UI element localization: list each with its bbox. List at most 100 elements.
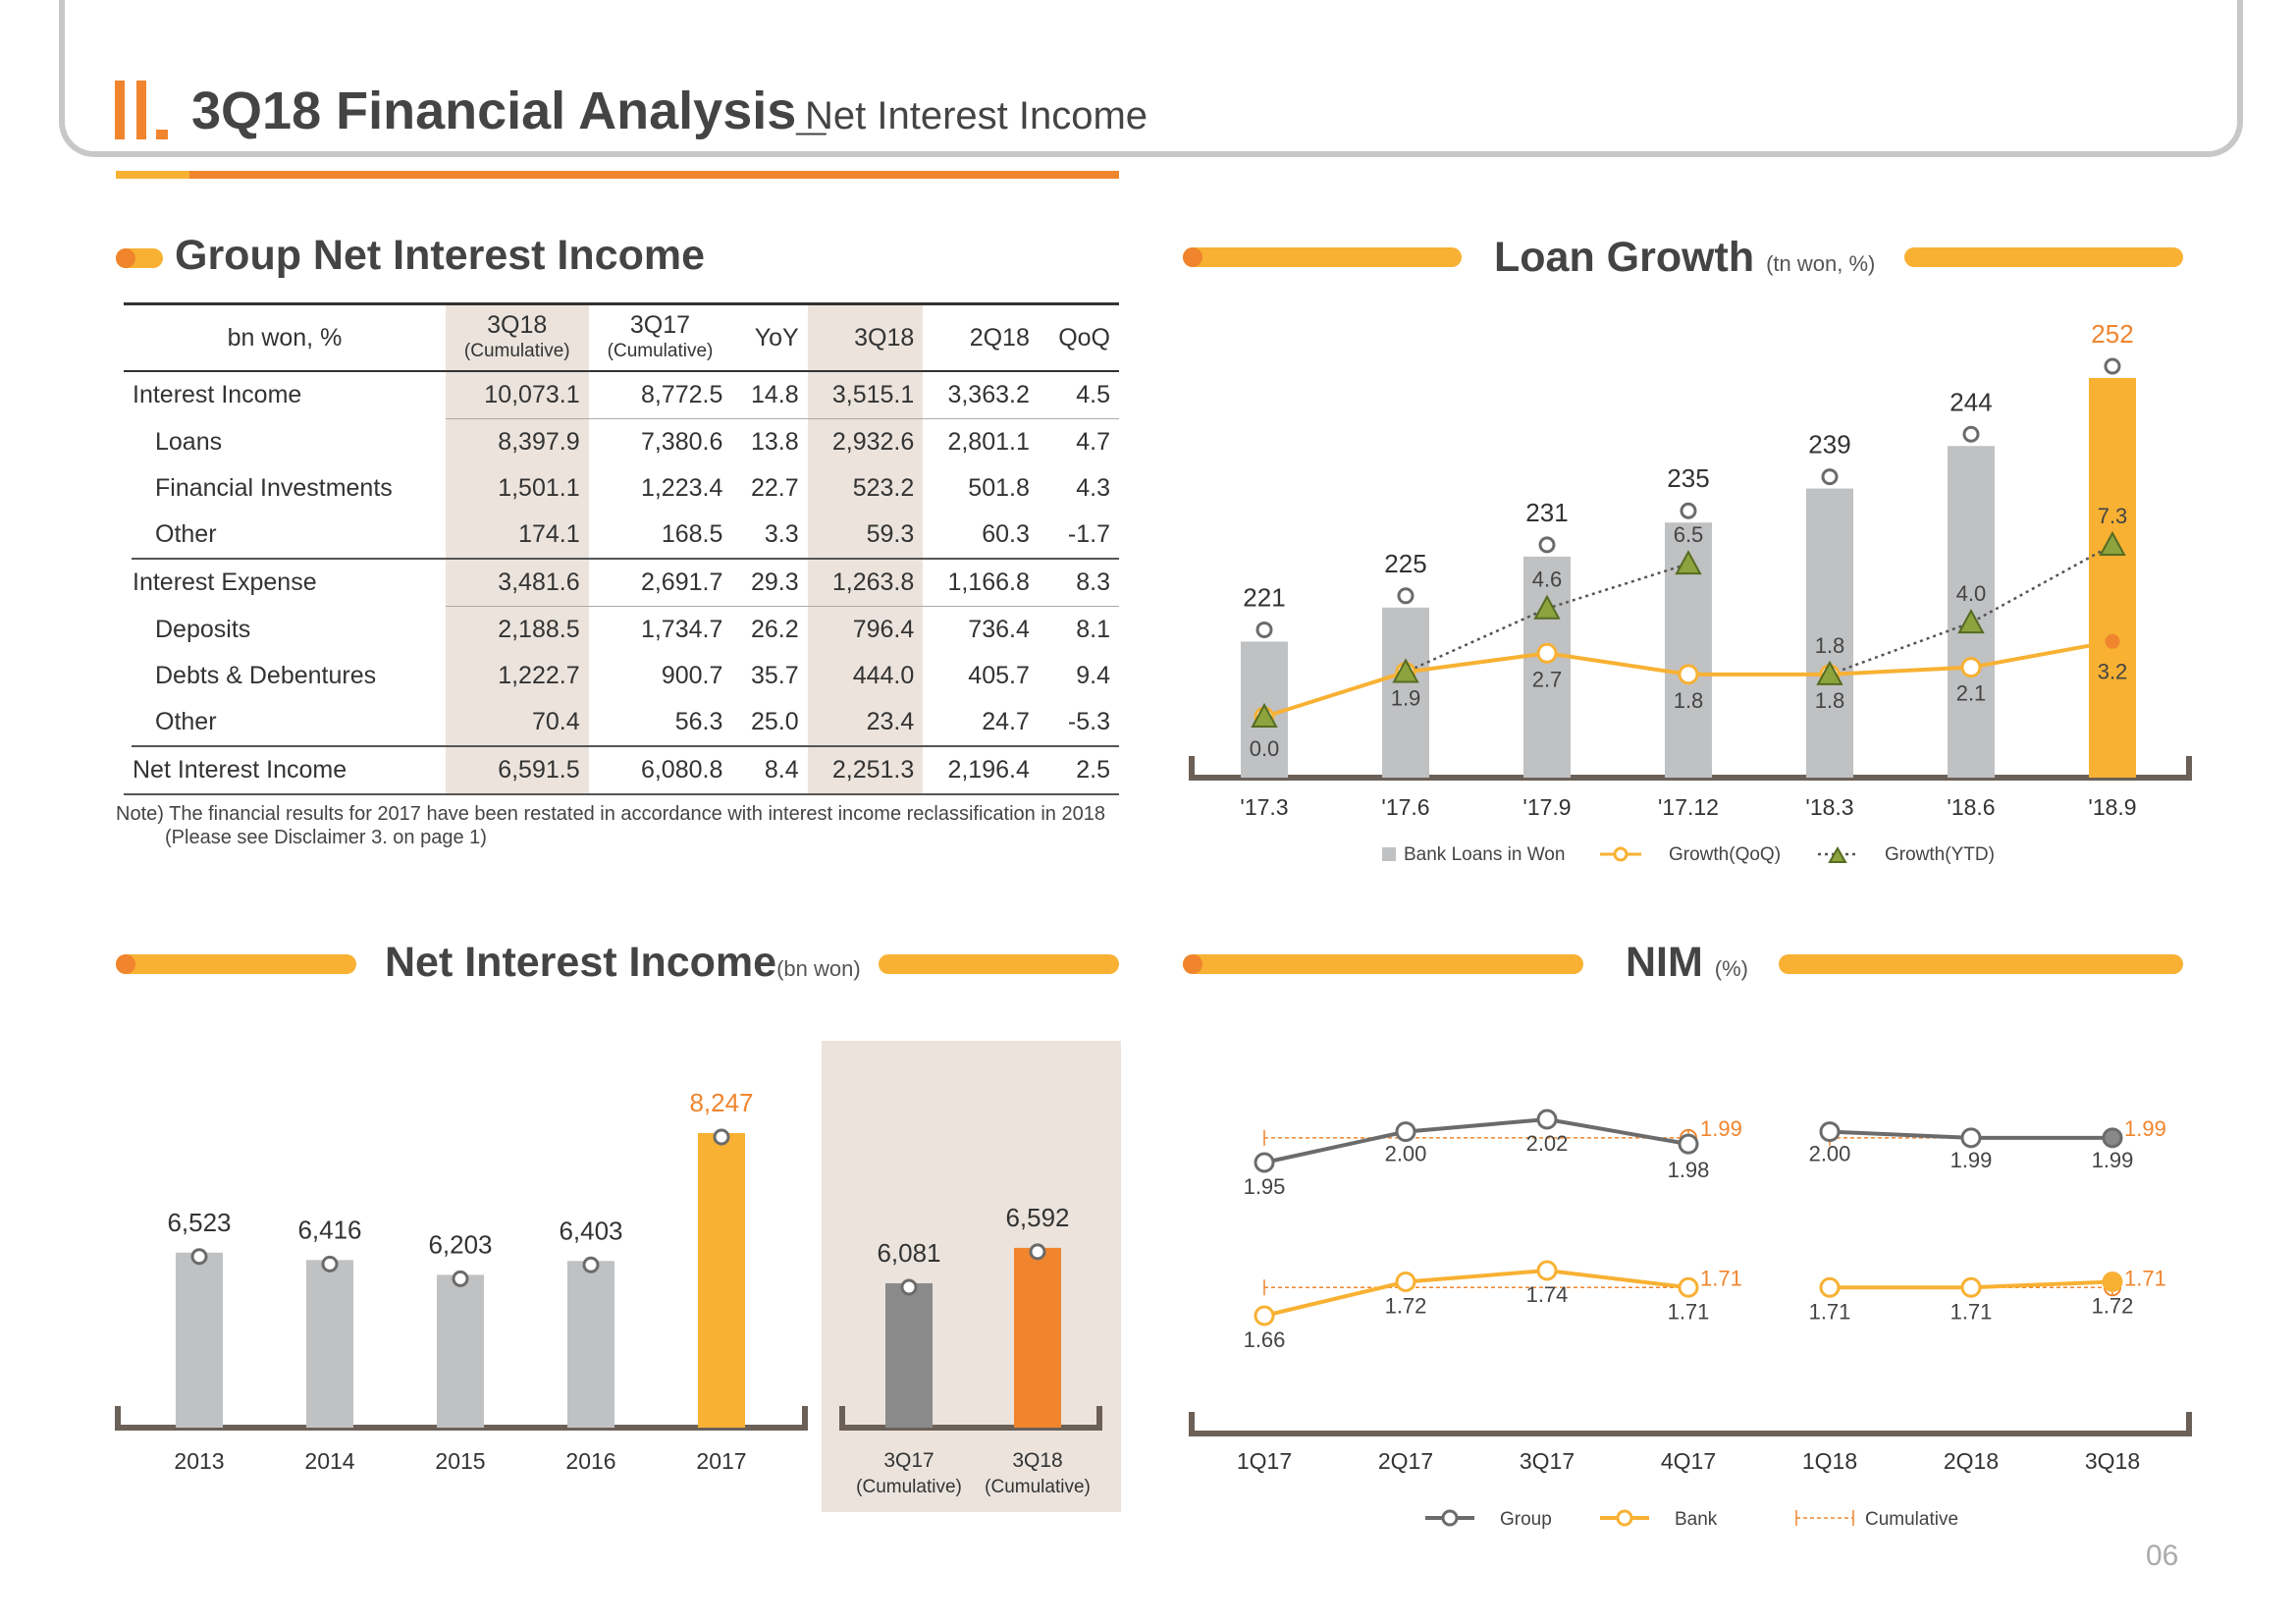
table-cell: 2.5: [1076, 756, 1110, 784]
table-cell: 1,734.7: [588, 606, 732, 653]
table-cell: 174.1: [445, 512, 589, 559]
legend-label: Group: [1500, 1509, 1552, 1530]
legend-marker-bank: [1616, 1509, 1633, 1527]
loan-growth-chart: 221 '17.3 225 '17.6 231 '17.9 235 '17.12 239 '18.…: [1189, 324, 2192, 865]
legend-label: Bank Loans in Won: [1404, 844, 1565, 865]
bank-marker: [2102, 1272, 2123, 1292]
x-tick-label: '18.9: [2088, 794, 2136, 820]
table-cell: 14.8: [751, 381, 799, 408]
bar-marker: [190, 1248, 208, 1266]
page-number: 06: [2146, 1540, 2179, 1572]
table-cell: 168.5: [661, 520, 723, 548]
bar-value-label: 235: [1667, 463, 1709, 493]
ytd-marker: [1816, 660, 1843, 685]
row-label: Other: [116, 699, 446, 746]
qoq-value-label: 1.8: [1674, 688, 1704, 713]
bar: [1523, 556, 1571, 778]
table-note: Note) The financial results for 2017 hav…: [116, 803, 1105, 848]
row-label: Deposits: [116, 606, 446, 653]
bar-marker: [1680, 502, 1697, 519]
bar-marker: [1821, 468, 1839, 486]
x-tick-label: 2013: [174, 1448, 224, 1474]
x-tick-sublabel: (Cumulative): [985, 1477, 1091, 1497]
nim-chart: 1.99 1.71 1.99 1.71 1.95 2.00 2.02 1.98 2.00 1.99…: [1189, 1109, 2192, 1530]
x-tick-label: 1Q18: [1802, 1448, 1857, 1474]
bank-value-label: 1.71: [1950, 1299, 1993, 1324]
row-label: Debts & Debentures: [116, 653, 446, 699]
legend-marker-qoq: [1613, 846, 1629, 862]
col-3q18: 3Q18: [807, 303, 924, 371]
bar-marker: [900, 1278, 918, 1296]
bar-value-label: 6,416: [297, 1215, 361, 1244]
table-row: Deposits 2,188.5 1,734.7 26.2 796.4 736.4 8.1: [116, 606, 1119, 653]
bar-marker: [321, 1255, 339, 1272]
bar-value-label: 6,081: [877, 1238, 940, 1268]
cumulative-value-label: 1.71: [2124, 1266, 2166, 1290]
bank-value-label: 1.66: [1244, 1327, 1286, 1352]
table-row: Interest Expense 3,481.6 2,691.7 29.3 1,263.…: [124, 559, 1119, 607]
x-tick-label: 1Q17: [1237, 1448, 1292, 1474]
table-cell: 900.7: [661, 662, 723, 689]
table-cell: 29.3: [751, 568, 799, 596]
legend-label: Growth(QoQ): [1669, 844, 1781, 865]
row-label: Interest Expense: [133, 568, 317, 597]
table-cell: 405.7: [968, 662, 1030, 689]
axis-baseline: [1189, 1412, 2192, 1436]
qoq-value-label: 1.8: [1815, 688, 1845, 713]
bar: [306, 1260, 353, 1428]
row-label: Other: [116, 512, 446, 559]
x-tick-label: 4Q17: [1661, 1448, 1716, 1474]
qoq-value-label: 1.9: [1391, 685, 1421, 710]
x-tick-label: 2017: [696, 1448, 746, 1474]
table-cell: 3,481.6: [445, 559, 589, 607]
bar-marker: [1397, 587, 1415, 605]
qoq-value-label: 2.7: [1532, 667, 1563, 691]
legend-marker-ytd: [1828, 845, 1847, 863]
title-underline: [116, 171, 1119, 179]
header-frame: [59, 0, 2243, 157]
table-cell: 796.4: [807, 606, 924, 653]
row-label: Loans: [116, 418, 446, 465]
bar-value-label: 8,247: [689, 1088, 753, 1117]
table-cell: 10,073.1: [445, 371, 589, 419]
table-cell: 1,223.4: [640, 474, 723, 502]
table-cell: 6,591.5: [445, 746, 589, 794]
group-marker: [1960, 1127, 1982, 1149]
bar-value-label: 252: [2091, 324, 2133, 349]
group-value-label: 2.00: [1809, 1142, 1851, 1166]
table-cell: 6,080.8: [640, 756, 723, 784]
bar-marker: [1538, 536, 1556, 554]
table-cell: 2,932.6: [807, 418, 924, 465]
table-cell: 523.2: [807, 465, 924, 512]
table-cell: 3.3: [764, 520, 799, 548]
qoq-value-label: 0.0: [1250, 736, 1280, 761]
table-cell: 8,397.9: [445, 418, 589, 465]
bar-value-label: 244: [1949, 387, 1992, 416]
table-cell: 2,691.7: [640, 568, 723, 596]
x-tick-label: 2Q17: [1378, 1448, 1433, 1474]
table-cell: 2,196.4: [947, 756, 1030, 784]
table-cell: 35.7: [751, 662, 799, 689]
section-pill: [1904, 247, 2183, 267]
bank-value-label: 1.71: [1809, 1299, 1851, 1324]
nii-table: bn won, % 3Q18 (Cumulative) 3Q17 (Cumulati…: [116, 302, 1119, 795]
group-value-label: 1.99: [1950, 1148, 1993, 1172]
table-cell: 23.4: [807, 699, 924, 746]
table-cell: 2,188.5: [445, 606, 589, 653]
ytd-value-label: 4.0: [1956, 581, 1987, 606]
table-row: Net Interest Income 6,591.5 6,080.8 8.4 2,25…: [124, 746, 1119, 794]
bar: [1806, 488, 1853, 778]
ytd-marker: [1533, 594, 1561, 620]
bar: [437, 1274, 484, 1428]
table-row: Debts & Debentures 1,222.7 900.7 35.7 444.0 4…: [116, 653, 1119, 699]
group-marker: [1678, 1133, 1699, 1155]
x-tick-label: 3Q18: [2085, 1448, 2140, 1474]
table-cell: 1,222.7: [445, 653, 589, 699]
x-tick-label: 2015: [435, 1448, 485, 1474]
table-cell: 25.0: [751, 708, 799, 735]
ytd-value-label: 1.8: [1815, 633, 1845, 658]
col-yoy: YoY: [754, 323, 799, 352]
section-pill: [1183, 954, 1583, 974]
legend-marker-group: [1441, 1509, 1459, 1527]
bar: [698, 1133, 745, 1428]
